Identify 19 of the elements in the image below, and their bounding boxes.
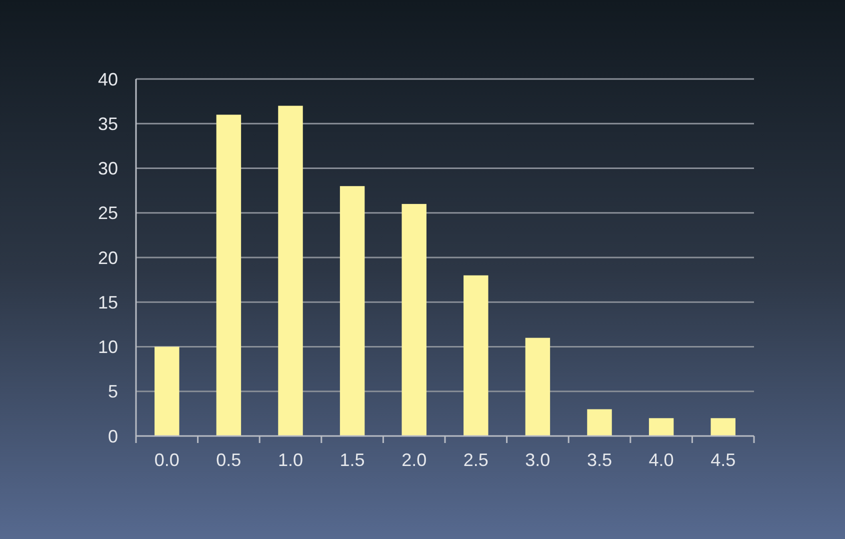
y-tick-label: 25 — [98, 203, 118, 224]
x-tick-label: 2.0 — [402, 450, 427, 470]
x-tick-label: 1.5 — [340, 450, 365, 470]
x-tick-label: 3.0 — [525, 450, 550, 470]
x-tick-label: 3.5 — [586, 450, 612, 470]
x-tick-label: 4.5 — [710, 450, 736, 470]
x-tick-label: 0.5 — [216, 450, 242, 470]
y-tick-label: 35 — [98, 114, 118, 134]
x-tick-label: 1.0 — [278, 450, 304, 470]
y-tick-label: 5 — [108, 382, 118, 402]
x-tick-label: 0.0 — [154, 450, 180, 470]
y-tick-label: 20 — [98, 248, 118, 268]
y-tick-label: 40 — [98, 69, 118, 90]
x-tick-label: 4.0 — [648, 450, 674, 470]
y-tick-label: 30 — [98, 158, 118, 179]
y-tick-label: 15 — [98, 292, 118, 312]
x-tick-label: 2.5 — [463, 450, 488, 470]
y-tick-label: 10 — [98, 337, 118, 358]
y-tick-label: 0 — [108, 426, 118, 446]
